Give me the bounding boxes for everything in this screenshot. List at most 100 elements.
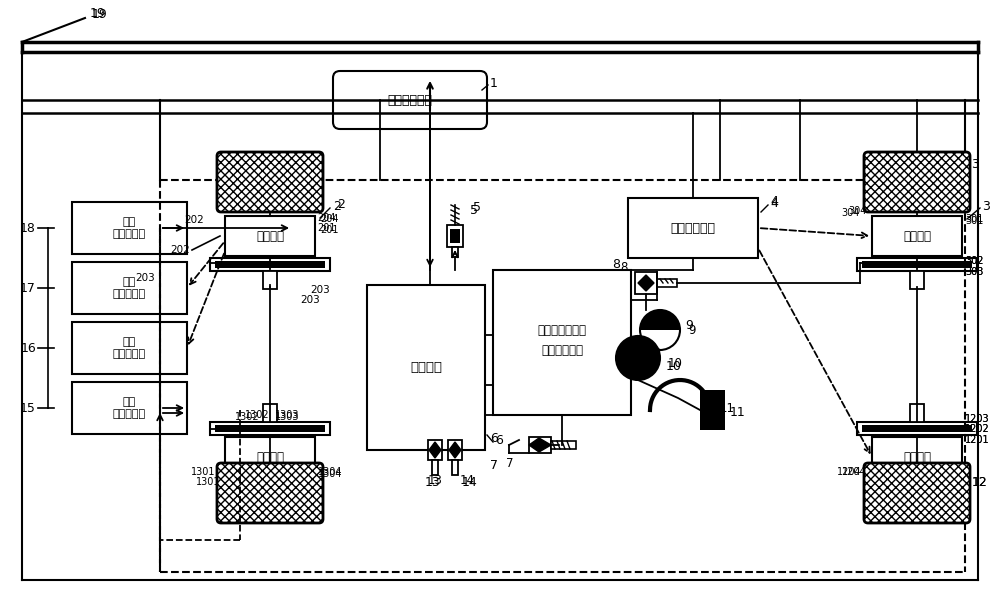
Bar xyxy=(72,322,187,374)
Text: 4: 4 xyxy=(770,194,778,207)
Text: 9: 9 xyxy=(688,324,696,337)
Bar xyxy=(448,440,462,460)
Text: 203: 203 xyxy=(300,295,320,305)
Text: 19: 19 xyxy=(92,7,108,20)
Text: 5: 5 xyxy=(473,200,481,213)
Polygon shape xyxy=(449,442,461,458)
FancyBboxPatch shape xyxy=(333,71,487,129)
Bar xyxy=(450,229,460,243)
Bar xyxy=(872,216,962,256)
FancyBboxPatch shape xyxy=(864,152,970,212)
Text: 前左电机: 前左电机 xyxy=(256,229,284,243)
Text: 后右
电机控制器: 后右 电机控制器 xyxy=(113,397,146,419)
Bar xyxy=(635,272,657,294)
Text: 7: 7 xyxy=(490,459,498,471)
Bar xyxy=(857,258,977,271)
Bar xyxy=(857,422,977,435)
Text: 19: 19 xyxy=(90,7,106,20)
Bar xyxy=(529,437,551,453)
Text: 1301: 1301 xyxy=(196,477,220,487)
Wedge shape xyxy=(640,310,680,330)
Polygon shape xyxy=(529,438,551,452)
Text: 前右电机: 前右电机 xyxy=(256,451,284,463)
Text: 后左
电机控制器: 后左 电机控制器 xyxy=(113,217,146,239)
Bar xyxy=(447,225,463,247)
Text: 1304: 1304 xyxy=(318,469,343,479)
Text: 2: 2 xyxy=(333,199,341,213)
Text: 9: 9 xyxy=(685,319,693,332)
Bar xyxy=(72,202,187,254)
Text: 1203: 1203 xyxy=(965,414,990,424)
Bar xyxy=(263,404,277,422)
Text: 前左
电机控制器: 前左 电机控制器 xyxy=(113,277,146,299)
Bar xyxy=(657,279,677,287)
Text: 10: 10 xyxy=(666,359,682,373)
Polygon shape xyxy=(429,442,441,458)
Text: 201: 201 xyxy=(320,225,339,235)
Bar xyxy=(910,404,924,422)
Text: 1302: 1302 xyxy=(245,410,270,420)
Bar xyxy=(428,440,442,460)
FancyBboxPatch shape xyxy=(864,463,970,523)
Text: 1303: 1303 xyxy=(275,410,300,420)
Text: 304: 304 xyxy=(849,206,867,216)
Bar xyxy=(628,198,758,258)
Text: 11: 11 xyxy=(720,402,735,414)
Text: 204: 204 xyxy=(317,213,336,223)
Text: 整车控制单元: 整车控制单元 xyxy=(670,221,716,235)
Text: 1201: 1201 xyxy=(965,435,990,445)
Bar xyxy=(910,271,924,289)
Text: 分配控制单元: 分配控制单元 xyxy=(541,344,583,357)
Text: 303: 303 xyxy=(965,267,983,277)
Text: 302: 302 xyxy=(965,256,983,266)
Text: 202: 202 xyxy=(184,215,204,225)
Text: 1202: 1202 xyxy=(965,424,990,434)
Circle shape xyxy=(616,336,660,380)
Text: 5: 5 xyxy=(470,204,478,216)
Bar xyxy=(225,216,315,256)
Text: 203: 203 xyxy=(135,273,155,283)
Text: 1304: 1304 xyxy=(318,467,343,477)
Bar xyxy=(210,422,330,435)
Text: 8: 8 xyxy=(621,261,628,273)
Text: 13: 13 xyxy=(425,476,441,489)
Bar xyxy=(367,285,485,450)
Text: 301: 301 xyxy=(965,216,983,226)
Bar xyxy=(215,425,325,432)
Text: 2: 2 xyxy=(337,197,345,210)
Text: 12: 12 xyxy=(972,476,988,489)
Text: 15: 15 xyxy=(20,402,36,414)
Bar xyxy=(493,270,631,415)
Text: 8: 8 xyxy=(612,257,620,270)
Text: 1204: 1204 xyxy=(837,467,862,477)
Text: 202: 202 xyxy=(170,245,190,255)
FancyBboxPatch shape xyxy=(217,463,323,523)
Bar xyxy=(452,247,458,257)
Text: 11: 11 xyxy=(730,406,746,419)
Bar xyxy=(72,382,187,434)
Text: 201: 201 xyxy=(317,223,336,233)
Bar xyxy=(862,261,972,268)
Text: 1301: 1301 xyxy=(191,467,215,477)
Text: 1303: 1303 xyxy=(275,412,300,422)
Text: 1204: 1204 xyxy=(842,467,867,477)
Bar xyxy=(210,258,330,271)
Bar xyxy=(700,390,725,430)
Bar xyxy=(263,271,277,289)
Text: 203: 203 xyxy=(310,285,330,295)
Bar xyxy=(432,460,438,475)
Text: 17: 17 xyxy=(20,281,36,294)
FancyBboxPatch shape xyxy=(217,152,323,212)
Text: 16: 16 xyxy=(20,341,36,354)
Bar xyxy=(452,460,458,475)
Text: 14: 14 xyxy=(460,473,475,487)
Text: 1: 1 xyxy=(490,77,498,89)
Text: 302: 302 xyxy=(965,256,983,266)
Bar xyxy=(551,441,576,449)
Bar xyxy=(72,262,187,314)
Text: 动力电池: 动力电池 xyxy=(410,361,442,374)
Text: 线控液压制动力: 线控液压制动力 xyxy=(538,324,586,337)
Text: 1302: 1302 xyxy=(235,412,260,422)
Text: 6: 6 xyxy=(490,432,498,444)
Text: 后左电机: 后左电机 xyxy=(903,229,931,243)
